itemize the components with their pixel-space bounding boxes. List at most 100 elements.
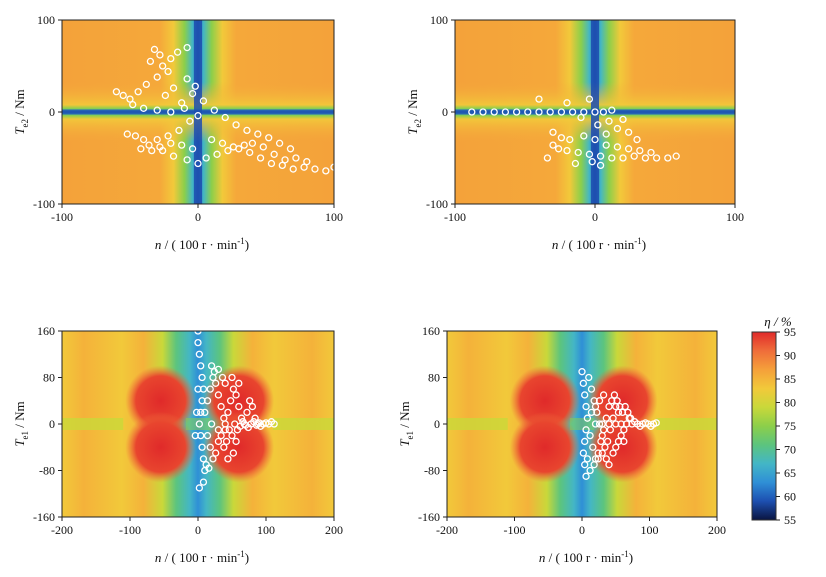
scatter-point xyxy=(581,391,589,399)
y-tick-label: -160 xyxy=(33,510,55,524)
scatter-point xyxy=(153,73,161,81)
scatter-point xyxy=(183,75,191,83)
scatter-point xyxy=(183,156,191,164)
scatter-point xyxy=(209,455,217,463)
scatter-point xyxy=(207,420,216,428)
y-tick-label: -80 xyxy=(39,464,55,478)
scatter-point xyxy=(286,145,295,153)
scatter-point xyxy=(568,108,577,116)
scatter-point xyxy=(192,408,201,417)
scatter-point xyxy=(581,437,589,446)
scatter-point xyxy=(582,472,590,480)
scatter-point xyxy=(591,420,600,428)
colorbar-scale xyxy=(751,331,777,521)
scatter-point xyxy=(620,437,628,446)
scatter-point xyxy=(270,420,278,428)
scatter-point xyxy=(228,373,236,382)
scatter-point xyxy=(624,145,633,153)
scatter-point xyxy=(248,402,257,411)
scatter-point xyxy=(270,150,278,158)
scatter-point xyxy=(624,128,633,136)
scatter-point xyxy=(582,426,590,434)
scatter-points xyxy=(191,331,278,492)
scatter-point xyxy=(186,117,194,125)
x-tick-label: 0 xyxy=(195,210,201,224)
colorbar-tick-label: 85 xyxy=(784,372,796,386)
scatter-point xyxy=(652,419,660,427)
scatter-point xyxy=(212,449,220,457)
scatter-point xyxy=(557,108,566,116)
scatter-point xyxy=(587,408,596,417)
x-tick-label: 200 xyxy=(708,523,726,537)
scatter-point xyxy=(613,397,621,405)
scatter-point xyxy=(265,134,273,142)
scatter-point xyxy=(605,420,613,428)
scatter-point xyxy=(577,113,585,122)
scatter-point xyxy=(197,362,205,370)
y-tick-label: -100 xyxy=(33,197,55,211)
heatmap-area xyxy=(447,331,717,517)
heatmap-area xyxy=(455,20,735,204)
scatter-point xyxy=(158,62,167,70)
scatter-point xyxy=(167,139,175,147)
scatter-point xyxy=(672,152,680,160)
scatter-point xyxy=(546,108,554,116)
colorbar-tick-label: 55 xyxy=(784,513,796,527)
scatter-point xyxy=(194,338,202,347)
scatter-point xyxy=(205,464,213,472)
scatter-point xyxy=(586,431,594,440)
scatter-point xyxy=(148,146,156,155)
y-tick-label: 100 xyxy=(430,13,448,27)
scatter-point xyxy=(222,437,231,446)
scatter-point xyxy=(582,402,590,411)
scatter-point xyxy=(595,420,604,428)
scatter-point xyxy=(199,97,208,105)
scatter-point xyxy=(578,368,586,376)
y-tick-label: 0 xyxy=(442,105,448,119)
scatter-point xyxy=(641,154,650,162)
scatter-point xyxy=(180,104,189,112)
scatter-point xyxy=(596,161,605,170)
scatter-point xyxy=(173,48,182,56)
scatter-point xyxy=(602,455,610,463)
scatter-point xyxy=(535,95,543,103)
scatter-point xyxy=(254,130,262,138)
scatter-point xyxy=(292,154,300,162)
x-tick-label: 0 xyxy=(195,523,201,537)
scatter-point xyxy=(512,108,521,116)
scatter-point xyxy=(123,130,131,138)
scatter-point xyxy=(599,108,608,116)
scatter-point xyxy=(153,135,161,144)
colorbar-tick-label: 60 xyxy=(784,490,796,504)
y-tick-label: 100 xyxy=(37,13,55,27)
scatter-point xyxy=(612,443,620,451)
scatter-point xyxy=(563,99,571,107)
scatter-point xyxy=(194,112,202,120)
scatter-point xyxy=(278,161,286,170)
scatter-point xyxy=(178,99,186,107)
x-tick-label: -100 xyxy=(51,210,73,224)
heatmap-low-strip xyxy=(272,418,334,430)
scatter-point xyxy=(240,141,248,149)
scatter-point xyxy=(581,461,589,469)
colorbar-tick-label: 75 xyxy=(784,419,796,433)
y-tick-label: -80 xyxy=(424,464,440,478)
scatter-point xyxy=(232,121,240,129)
colorbar-tick-label: 70 xyxy=(784,443,796,457)
scatter-point xyxy=(524,108,532,116)
scatter-point xyxy=(232,437,240,446)
scatter-point xyxy=(243,408,251,417)
y-tick-label: 0 xyxy=(49,417,55,431)
scatter-point xyxy=(224,455,232,463)
scatter-point xyxy=(221,420,229,428)
x-tick-label: 0 xyxy=(592,210,598,224)
scatter-point xyxy=(501,108,510,116)
scatter-point xyxy=(588,158,596,166)
scatter-point xyxy=(199,455,208,463)
scatter-point xyxy=(590,461,598,469)
scatter-point xyxy=(598,420,606,428)
scatter-point xyxy=(289,165,297,173)
x-tick-label: -100 xyxy=(504,523,526,537)
x-tick-label: 100 xyxy=(257,523,275,537)
